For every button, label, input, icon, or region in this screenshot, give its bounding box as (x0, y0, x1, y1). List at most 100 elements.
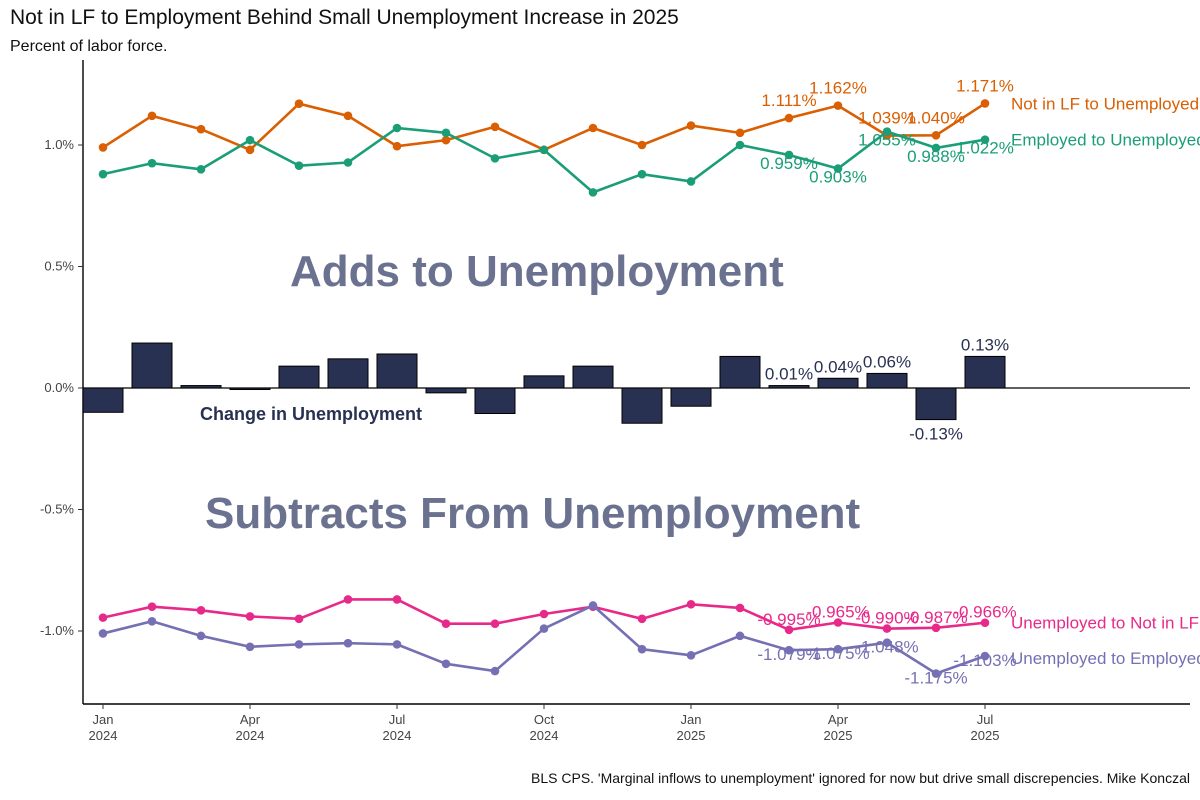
chart-title: Not in LF to Employment Behind Small Une… (10, 6, 679, 29)
data-point (196, 606, 206, 615)
series-end-label: Not in LF to Unemployed (1011, 94, 1199, 113)
bar (915, 387, 957, 421)
data-point (735, 128, 745, 138)
bar-label: 0.13% (961, 335, 1009, 354)
x-tick-label: Jan (93, 712, 114, 727)
data-point (735, 603, 745, 613)
data-point (147, 111, 157, 121)
data-point (686, 121, 696, 130)
point-value-label: -1.048% (855, 638, 918, 657)
data-point (588, 188, 598, 197)
point-value-label: 1.039% (858, 109, 916, 128)
bar (964, 355, 1006, 389)
data-point (637, 169, 647, 179)
data-point (686, 599, 696, 609)
bar-series-label: Change in Unemployment (200, 404, 422, 424)
bar (327, 358, 369, 389)
chart-subtitle: Percent of labor force. (10, 38, 168, 55)
data-point (588, 123, 598, 133)
data-point (245, 145, 255, 155)
point-value-label: -1.079% (757, 645, 820, 664)
x-tick-label: Oct (534, 712, 555, 727)
data-point (441, 128, 451, 138)
bar (768, 385, 810, 389)
data-point (245, 642, 255, 652)
data-point (980, 618, 990, 628)
point-value-label: -0.995% (757, 610, 820, 629)
x-tick-label: 2025 (677, 728, 706, 743)
data-point (735, 140, 745, 150)
y-tick-label: 0.0% (44, 380, 74, 395)
subtracts-annotation: Subtracts From Unemployment (205, 489, 861, 538)
y-tick-label: -0.5% (40, 502, 74, 517)
data-point (343, 111, 353, 121)
x-tick-label: Apr (240, 712, 261, 727)
data-point (294, 640, 304, 649)
point-value-label: 1.055% (858, 131, 916, 150)
x-tick-label: 2024 (236, 728, 265, 743)
bar (572, 365, 614, 389)
adds-annotation: Adds to Unemployment (290, 247, 784, 296)
data-point (833, 618, 843, 627)
series-end-label: Employed to Unemployed (1011, 131, 1200, 150)
point-value-label: -0.965% (806, 602, 869, 621)
x-tick-label: 2024 (383, 728, 412, 743)
data-point (784, 150, 794, 160)
data-point (637, 644, 647, 654)
bar (817, 377, 859, 389)
data-point (784, 625, 794, 635)
bar (82, 387, 124, 413)
data-point (245, 612, 255, 621)
data-point (294, 614, 304, 624)
data-point (294, 161, 304, 170)
x-tick-label: Apr (828, 712, 849, 727)
point-value-label: 1.022% (956, 139, 1014, 158)
point-value-label: -1.103% (953, 651, 1016, 670)
bar (866, 372, 908, 389)
data-point (392, 123, 402, 133)
data-point (343, 595, 353, 604)
point-value-label: 0.988% (907, 147, 965, 166)
bar (229, 387, 271, 390)
data-point (686, 177, 696, 186)
x-tick-label: 2025 (971, 728, 1000, 743)
bar-label: 0.06% (863, 352, 911, 371)
data-point (931, 130, 941, 140)
data-point (196, 631, 206, 641)
data-point (196, 124, 206, 134)
data-point (833, 644, 843, 654)
series-line (102, 102, 986, 152)
bar-label: 0.04% (814, 357, 862, 376)
data-point (882, 638, 892, 647)
data-point (147, 158, 157, 168)
x-tick-label: Jul (977, 712, 994, 727)
bar (131, 342, 173, 389)
x-tick-label: Jan (681, 712, 702, 727)
data-point (882, 127, 892, 136)
y-tick-label: 1.0% (44, 137, 74, 152)
point-value-label: -0.990% (855, 609, 918, 628)
data-point (490, 122, 500, 132)
data-point (637, 614, 647, 624)
data-point (294, 99, 304, 108)
data-point (490, 154, 500, 163)
y-tick-label: -1.0% (40, 623, 74, 638)
data-point (539, 145, 549, 155)
data-point (539, 624, 549, 633)
bar-label: 0.01% (765, 365, 813, 384)
y-tick-label: 0.5% (44, 259, 74, 274)
data-point (833, 101, 843, 110)
data-point (980, 135, 990, 144)
bar (719, 355, 761, 389)
data-point (441, 135, 451, 145)
data-point (98, 613, 108, 622)
bar (670, 387, 712, 407)
data-point (147, 616, 157, 626)
data-point (490, 666, 500, 676)
bar (523, 375, 565, 389)
data-point (490, 619, 500, 629)
data-point (147, 602, 157, 611)
data-point (343, 158, 353, 167)
x-tick-label: Jul (389, 712, 406, 727)
